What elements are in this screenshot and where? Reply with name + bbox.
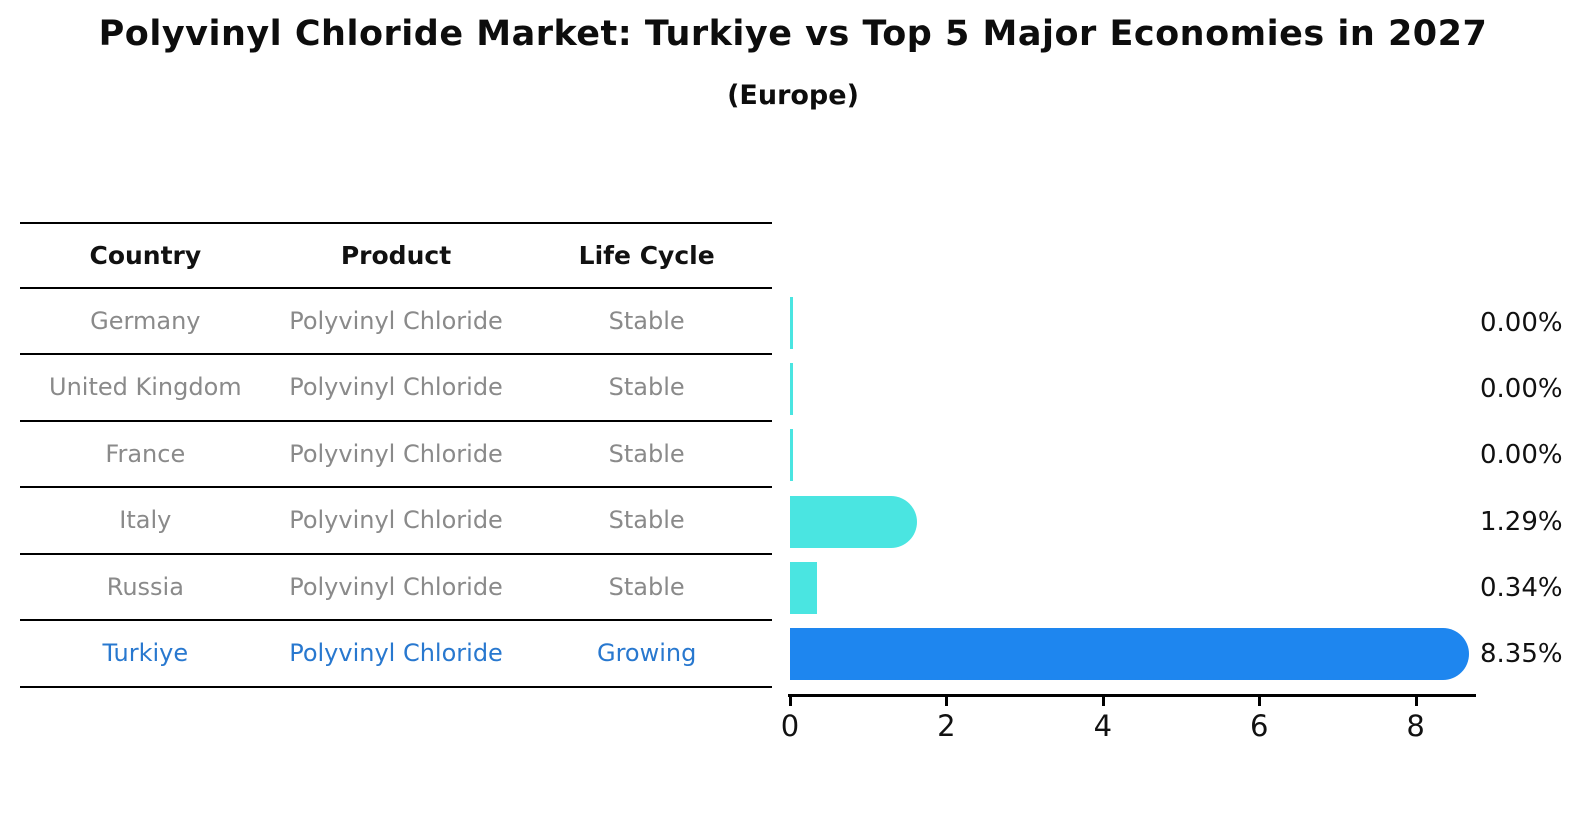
life-cycle-cell: Stable xyxy=(608,439,685,468)
x-axis-tick-label-0: 0 xyxy=(780,709,800,743)
column-header-product: Product xyxy=(340,240,452,270)
bar-germany xyxy=(790,296,793,349)
table-row-germany: Germany Polyvinyl Chloride Stable xyxy=(20,289,772,355)
value-label-italy: 1.29% xyxy=(1480,506,1563,537)
product-cell: Polyvinyl Chloride xyxy=(289,506,503,535)
chart-subtitle: (Europe) xyxy=(727,80,859,111)
table-header-row: Country Product Life Cycle xyxy=(20,222,772,289)
life-cycle-cell: Growing xyxy=(596,639,697,668)
value-label-united-kingdom: 0.00% xyxy=(1480,373,1563,404)
country-cell: Italy xyxy=(119,506,172,535)
x-axis-tick-label-2: 2 xyxy=(937,709,956,743)
value-label-france: 0.00% xyxy=(1480,440,1563,471)
product-cell: Polyvinyl Chloride xyxy=(289,639,503,668)
bar-france xyxy=(790,429,793,482)
life-cycle-cell: Stable xyxy=(608,373,685,402)
bar-turkiye xyxy=(790,628,1469,681)
life-cycle-cell: Stable xyxy=(608,506,685,535)
value-label-turkiye: 8.35% xyxy=(1480,639,1563,670)
bar-italy xyxy=(790,495,917,548)
table-row-france: France Polyvinyl Chloride Stable xyxy=(20,422,772,488)
x-axis-tick-6 xyxy=(1258,697,1262,706)
value-label-russia: 0.34% xyxy=(1480,572,1563,603)
table-body: Germany Polyvinyl Chloride Stable United Ki… xyxy=(20,289,772,688)
x-axis-tick-8 xyxy=(1414,697,1418,706)
product-cell: Polyvinyl Chloride xyxy=(289,373,503,402)
bar-united-kingdom xyxy=(790,362,793,415)
product-cell: Polyvinyl Chloride xyxy=(289,306,503,335)
table-row-turkiye: Turkiye Polyvinyl Chloride Growing xyxy=(20,621,772,688)
x-axis-tick-label-6: 6 xyxy=(1249,709,1269,743)
life-cycle-cell: Stable xyxy=(608,306,685,335)
x-axis-tick-label-4: 4 xyxy=(1093,709,1113,743)
x-axis-tick-4 xyxy=(1101,697,1105,706)
column-header-country: Country xyxy=(89,240,202,270)
product-cell: Polyvinyl Chloride xyxy=(289,572,503,601)
table-row-united-kingdom: United Kingdom Polyvinyl Chloride Stable xyxy=(20,355,772,422)
x-axis-line xyxy=(788,694,1476,697)
x-axis-tick-label-8: 8 xyxy=(1406,709,1425,743)
bar-russia xyxy=(790,561,817,614)
country-cell: United Kingdom xyxy=(49,373,242,402)
country-cell: Russia xyxy=(106,572,184,601)
chart-title: Polyvinyl Chloride Market: Turkiye vs To… xyxy=(98,14,1488,54)
country-cell: Germany xyxy=(90,306,201,335)
x-axis-tick-0 xyxy=(789,697,792,706)
column-header-life-cycle: Life Cycle xyxy=(578,240,715,270)
country-table: Country Product Life Cycle Germany Polyvi… xyxy=(20,222,772,688)
x-axis-tick-2 xyxy=(945,697,949,706)
value-label-germany: 0.00% xyxy=(1480,307,1563,338)
table-row-russia: Russia Polyvinyl Chloride Stable xyxy=(20,555,772,621)
table-row-italy: Italy Polyvinyl Chloride Stable xyxy=(20,488,772,555)
country-cell: France xyxy=(105,439,186,468)
product-cell: Polyvinyl Chloride xyxy=(289,439,503,468)
country-cell: Turkiye xyxy=(102,639,189,668)
life-cycle-cell: Stable xyxy=(608,572,685,601)
